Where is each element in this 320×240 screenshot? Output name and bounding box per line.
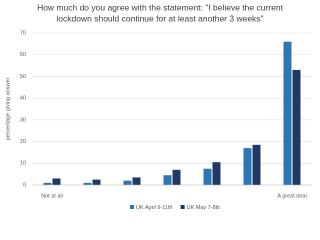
bar bbox=[212, 162, 221, 185]
chart-title: lockdown should continue for at least an… bbox=[56, 13, 263, 23]
bar bbox=[172, 169, 181, 185]
legend-label: UK May 7-8th bbox=[187, 205, 221, 211]
bar bbox=[132, 177, 141, 185]
bar bbox=[252, 144, 261, 185]
y-tick-label: 20 bbox=[20, 139, 26, 145]
x-tick-label: A great deal bbox=[277, 193, 306, 199]
bar bbox=[83, 182, 92, 185]
y-axis-label: percentage giving answer bbox=[5, 77, 11, 140]
chart: How much do you agree with the statement… bbox=[5, 2, 312, 211]
bar bbox=[43, 182, 52, 185]
y-tick-label: 50 bbox=[20, 74, 26, 80]
bar bbox=[52, 178, 61, 185]
bar bbox=[163, 175, 172, 185]
chart-title: How much do you agree with the statement… bbox=[37, 2, 284, 12]
y-tick-label: 70 bbox=[20, 30, 26, 36]
legend-swatch bbox=[180, 205, 185, 209]
bar bbox=[283, 41, 292, 185]
bar bbox=[203, 168, 212, 185]
y-tick-label: 0 bbox=[23, 182, 26, 188]
legend-swatch bbox=[130, 205, 134, 209]
legend-label: UK April 9-11th bbox=[136, 205, 173, 211]
x-tick-label: Not at all bbox=[41, 193, 63, 199]
bar bbox=[92, 179, 101, 185]
bar bbox=[243, 148, 252, 185]
y-tick-label: 10 bbox=[20, 161, 26, 167]
y-tick-label: 30 bbox=[20, 117, 26, 123]
y-tick-label: 60 bbox=[20, 52, 26, 58]
bar bbox=[123, 180, 132, 185]
y-tick-label: 40 bbox=[20, 96, 26, 102]
bar bbox=[292, 69, 301, 185]
